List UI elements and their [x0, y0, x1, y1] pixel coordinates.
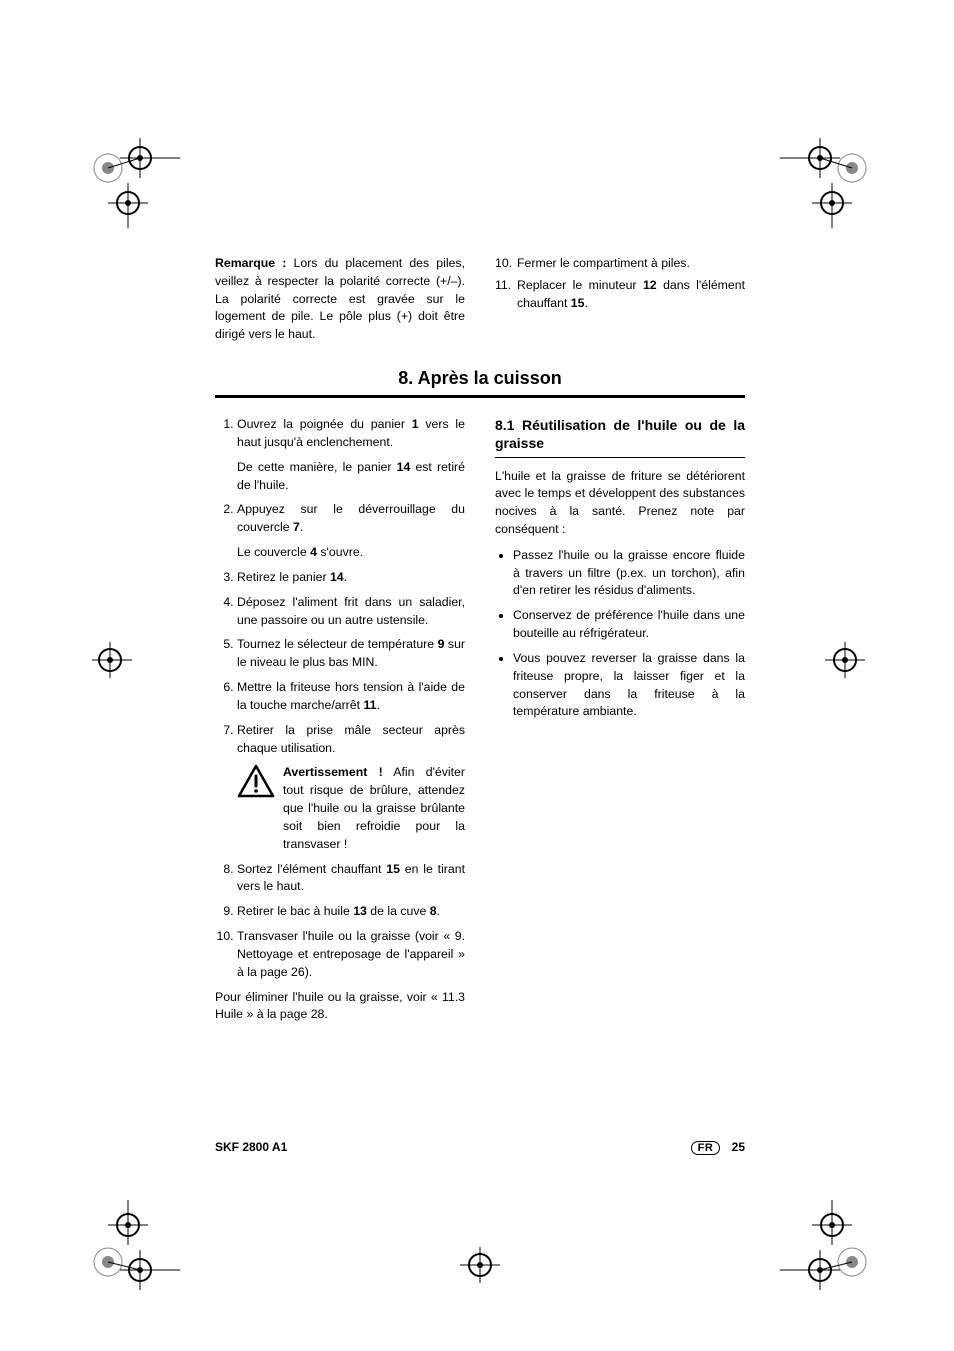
- tail-para: Pour éliminer l'huile ou la graisse, voi…: [215, 989, 465, 1025]
- bullet-list: Passez l'huile ou la graisse encore flui…: [495, 547, 745, 721]
- registration-mark-br: [770, 1200, 870, 1305]
- item-11-text: Replacer le minuteur 12 dans l'élément c…: [517, 277, 745, 313]
- warning-icon: [237, 764, 275, 853]
- footer-model: SKF 2800 A1: [215, 1140, 287, 1154]
- step-7: Retirer la prise mâle secteur après chaq…: [237, 722, 465, 758]
- footer-page: 25: [732, 1140, 745, 1154]
- main-columns: Ouvrez la poignée du panier 1 vers le ha…: [215, 416, 745, 1024]
- left-column: Ouvrez la poignée du panier 1 vers le ha…: [215, 416, 465, 1024]
- registration-mark-bl: [90, 1200, 180, 1305]
- step-1: Ouvrez la poignée du panier 1 vers le ha…: [237, 416, 465, 452]
- step-8: Sortez l'élément chauffant 15 en le tira…: [237, 861, 465, 897]
- registration-mark-tr: [770, 128, 870, 233]
- step-6: Mettre la friteuse hors tension à l'aide…: [237, 679, 465, 715]
- item-10-num: 10.: [495, 255, 517, 273]
- header-left-col: Remarque : Lors du placement des piles, …: [215, 255, 465, 350]
- registration-mark-mr: [825, 640, 865, 685]
- step-3: Retirez le panier 14.: [237, 569, 465, 587]
- subsection-heading: 8.1 Réutilisation de l'huile ou de la gr…: [495, 416, 745, 452]
- registration-mark-bc: [460, 1245, 500, 1290]
- header-right-col: 10. Fermer le compartiment à piles. 11. …: [495, 255, 745, 350]
- item-11-num: 11.: [495, 277, 517, 313]
- item-10-text: Fermer le compartiment à piles.: [517, 255, 745, 273]
- content-area: Remarque : Lors du placement des piles, …: [215, 255, 745, 1024]
- step-5: Tournez le sélecteur de température 9 su…: [237, 636, 465, 672]
- step-2-sub: Le couvercle 4 s'ouvre.: [237, 544, 465, 562]
- registration-mark-tl: [90, 128, 180, 233]
- page-footer: SKF 2800 A1 FR 25: [215, 1140, 745, 1154]
- bullet-3: Vous pouvez reverser la graisse dans la …: [513, 650, 745, 721]
- step-2: Appuyez sur le déverrouillage du couverc…: [237, 501, 465, 537]
- step-9: Retirer le bac à huile 13 de la cuve 8.: [237, 903, 465, 921]
- bullet-2: Conservez de préférence l'huile dans une…: [513, 607, 745, 643]
- steps-list-8: Sortez l'élément chauffant 15 en le tira…: [215, 861, 465, 982]
- header-columns: Remarque : Lors du placement des piles, …: [215, 255, 745, 350]
- section-divider: [215, 395, 745, 398]
- step-4: Déposez l'aliment frit dans un saladier,…: [237, 594, 465, 630]
- registration-mark-ml: [92, 640, 132, 685]
- warning-block: Avertissement ! Afin d'éviter tout risqu…: [237, 764, 465, 853]
- footer-lang: FR: [691, 1141, 721, 1155]
- steps-list-2: Appuyez sur le déverrouillage du couverc…: [215, 501, 465, 537]
- subsection-divider: [495, 457, 745, 458]
- page: Remarque : Lors du placement des piles, …: [0, 0, 954, 1351]
- footer-right: FR 25: [691, 1140, 745, 1154]
- steps-list: Ouvrez la poignée du panier 1 vers le ha…: [215, 416, 465, 452]
- section-title: 8. Après la cuisson: [215, 368, 745, 389]
- steps-list-3: Retirez le panier 14. Déposez l'aliment …: [215, 569, 465, 757]
- step-10: Transvaser l'huile ou la graisse (voir «…: [237, 928, 465, 981]
- bullet-1: Passez l'huile ou la graisse encore flui…: [513, 547, 745, 600]
- remark-label: Remarque :: [215, 256, 286, 270]
- warning-text: Avertissement ! Afin d'éviter tout risqu…: [283, 764, 465, 853]
- subsection-intro: L'huile et la graisse de friture se dété…: [495, 468, 745, 539]
- remark-block: Remarque : Lors du placement des piles, …: [215, 255, 465, 344]
- right-column: 8.1 Réutilisation de l'huile ou de la gr…: [495, 416, 745, 1024]
- step-1-sub: De cette manière, le panier 14 est retir…: [237, 459, 465, 495]
